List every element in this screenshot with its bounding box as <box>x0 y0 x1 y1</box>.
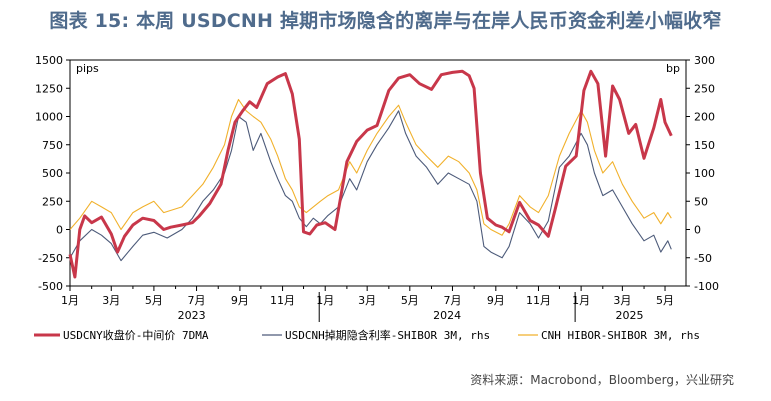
series-layer <box>68 69 673 279</box>
y-right-tick-label: 100 <box>694 167 715 180</box>
x-tick-label: 3月 <box>358 294 376 307</box>
x-tick-label: 5月 <box>401 294 419 307</box>
y-left-unit: pips <box>76 62 99 75</box>
x-tick-label: 1月 <box>61 294 79 307</box>
plot-frame <box>69 59 687 287</box>
x-tick-label: 5月 <box>145 294 163 307</box>
x-tick-label: 9月 <box>487 294 505 307</box>
legend-label-1: USDCNY收盘价-中间价 7DMA <box>63 328 209 342</box>
y-left-tick-label: 1250 <box>35 82 63 95</box>
x-year-label: 2023 <box>178 309 206 322</box>
y-right-tick-label: 250 <box>694 82 715 95</box>
x-tick-label: 9月 <box>231 294 249 307</box>
x-year-label: 2024 <box>433 309 461 322</box>
y-right-tick-label: -100 <box>694 280 719 293</box>
legend: USDCNY收盘价-中间价 7DMA USDCNH掉期隐含利率-SHIBOR 3M… <box>34 328 700 342</box>
y-right-tick-label: 150 <box>694 139 715 152</box>
x-tick-label: 3月 <box>613 294 631 307</box>
y-left-tick-label: 250 <box>42 195 63 208</box>
y-right-unit: bp <box>666 62 680 75</box>
y-left-tick-label: 1000 <box>35 111 63 124</box>
x-tick-label: 7月 <box>188 294 206 307</box>
y-left-tick-label: 500 <box>42 167 63 180</box>
legend-label-2: USDCNH掉期隐含利率-SHIBOR 3M, rhs <box>285 328 490 342</box>
y-right-tick-label: 300 <box>694 54 715 67</box>
y-right-tick-label: 200 <box>694 111 715 124</box>
x-tick-label: 1月 <box>572 294 590 307</box>
y-right-tick-label: 50 <box>694 195 708 208</box>
x-tick-label: 11月 <box>526 294 551 307</box>
chart-title: 图表 15: 本周 USDCNH 掉期市场隐含的离岸与在岸人民币资金利差小幅收窄 <box>49 10 722 32</box>
y-left-tick-label: 0 <box>56 224 63 237</box>
series-line-2 <box>69 110 672 262</box>
y-right-tick-label: -50 <box>694 252 712 265</box>
axes: 1500125010007505002500-250-5003002502001… <box>35 54 719 322</box>
legend-label-3: CNH HIBOR-SHIBOR 3M, rhs <box>541 329 700 342</box>
x-tick-label: 11月 <box>270 294 295 307</box>
y-right-tick-label: 0 <box>694 224 701 237</box>
x-tick-label: 1月 <box>316 294 334 307</box>
y-left-tick-label: -500 <box>38 280 63 293</box>
x-tick-label: 7月 <box>443 294 461 307</box>
y-left-tick-label: 750 <box>42 139 63 152</box>
y-left-tick-label: 1500 <box>35 54 63 67</box>
x-tick-label: 5月 <box>656 294 674 307</box>
x-year-label: 2025 <box>616 309 644 322</box>
series-line-1 <box>68 69 673 279</box>
x-tick-label: 3月 <box>102 294 120 307</box>
y-left-tick-label: -250 <box>38 252 63 265</box>
source-note: 资料来源：Macrobond，Bloomberg，兴业研究 <box>470 372 734 387</box>
